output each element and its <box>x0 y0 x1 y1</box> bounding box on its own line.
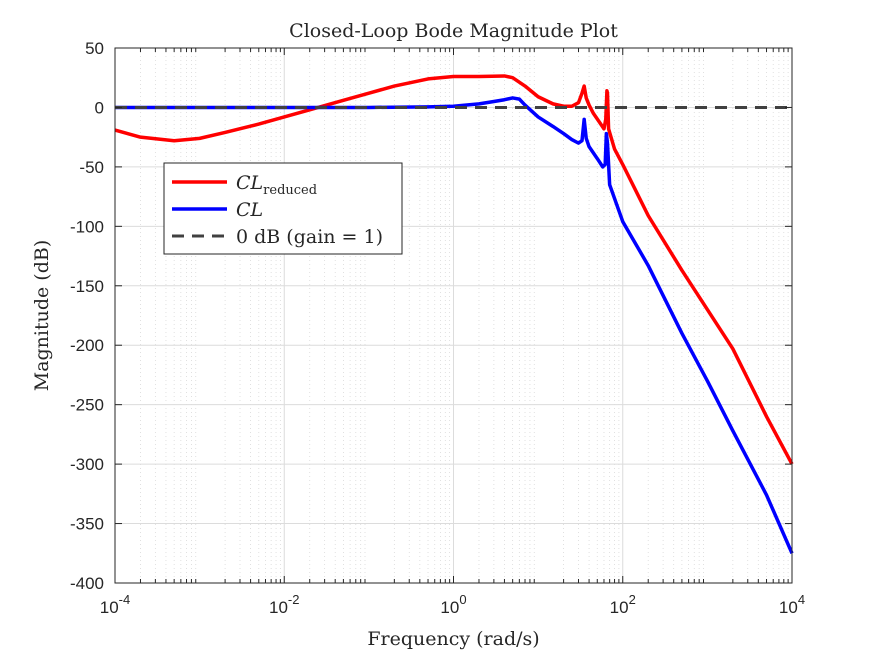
y-tick-label: -50 <box>79 158 104 177</box>
axis-ticks <box>114 47 793 584</box>
y-tick-label: -100 <box>70 217 104 236</box>
grid <box>114 47 793 584</box>
x-axis-label: Frequency (rad/s) <box>367 628 539 650</box>
legend-label-2: 0 dB (gain = 1) <box>236 226 383 248</box>
plot-series <box>114 74 794 554</box>
y-tick-label: -300 <box>70 455 104 474</box>
series-line-1 <box>115 96 794 554</box>
y-tick-labels: 50 0 -50 -100 -150 -200 -250 -300 -350 -400 <box>70 39 104 593</box>
y-tick-label: 0 <box>95 98 104 117</box>
y-tick-label: -350 <box>70 515 104 534</box>
y-tick-label: -150 <box>70 277 104 296</box>
y-tick-label: -250 <box>70 396 104 415</box>
x-tick-label: 10-4 <box>100 592 130 617</box>
y-tick-label: 50 <box>85 39 104 58</box>
chart-title: Closed-Loop Bode Magnitude Plot <box>289 20 618 42</box>
y-axis-label: Magnitude (dB) <box>31 240 53 392</box>
y-tick-label: -400 <box>70 574 104 593</box>
series-line-0 <box>114 74 794 465</box>
x-tick-label: 102 <box>610 592 636 617</box>
legend-label-0: CLreduced <box>236 172 317 198</box>
x-tick-label: 100 <box>440 592 466 617</box>
y-tick-label: -200 <box>70 336 104 355</box>
x-tick-labels: 10-4 10-2 100 102 104 <box>100 592 805 617</box>
x-tick-label: 104 <box>779 592 805 617</box>
x-tick-label: 10-2 <box>269 592 299 617</box>
legend-label-1: CL <box>236 199 263 221</box>
